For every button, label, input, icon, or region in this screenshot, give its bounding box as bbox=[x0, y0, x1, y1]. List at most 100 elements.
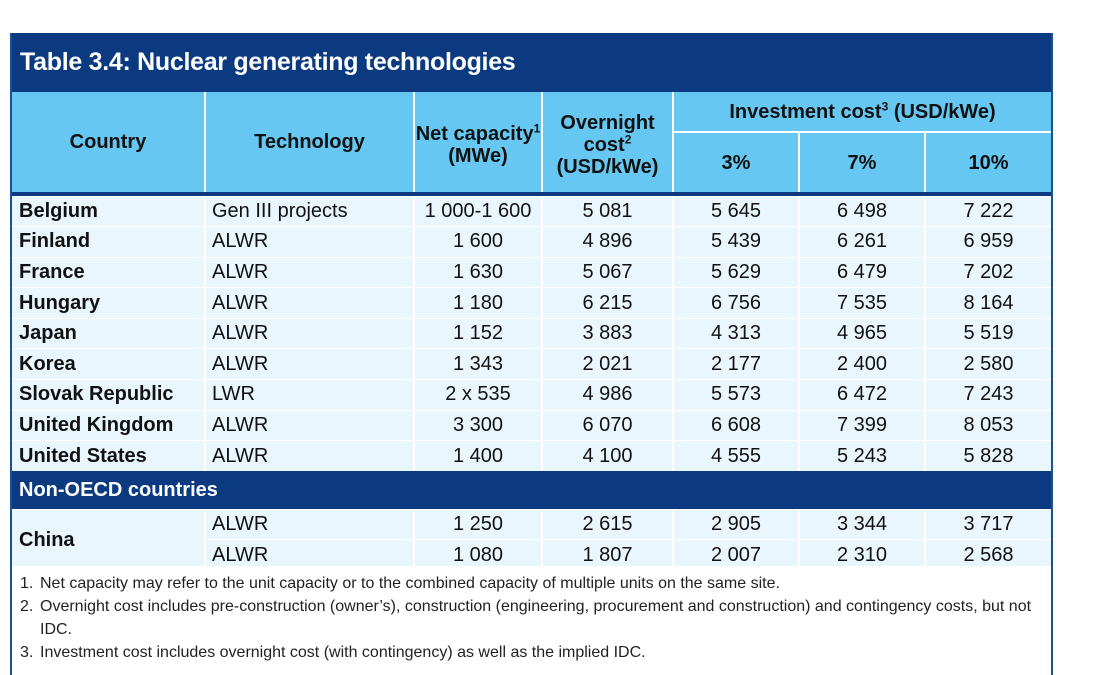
investment-10-cell: 5 519 bbox=[925, 317, 1051, 349]
overnight-cost-cell: 2 615 bbox=[542, 508, 674, 540]
overnight-cost-cell: 2 021 bbox=[542, 348, 674, 380]
investment-7-cell: 2 310 bbox=[799, 539, 926, 571]
country-cell: United States bbox=[12, 440, 206, 472]
technology-cell: ALWR bbox=[205, 539, 415, 571]
technology-cell: ALWR bbox=[205, 348, 415, 380]
table-row: Hungary ALWR 1 180 6 215 6 756 7 535 8 1… bbox=[12, 287, 1051, 319]
investment-7-cell: 6 479 bbox=[799, 256, 926, 288]
footnote-number: 1. bbox=[20, 575, 34, 592]
investment-7-cell: 2 400 bbox=[799, 348, 926, 380]
investment-3-cell: 5 629 bbox=[673, 256, 800, 288]
country-cell: Slovak Republic bbox=[12, 379, 206, 411]
technology-cell: ALWR bbox=[205, 440, 415, 472]
table-row: United States ALWR 1 400 4 100 4 555 5 2… bbox=[12, 440, 1051, 472]
overnight-cost-cell: 3 883 bbox=[542, 317, 674, 349]
overnight-cost-unit: (USD/kWe) bbox=[556, 156, 659, 178]
country-cell: Finland bbox=[12, 226, 206, 258]
investment-10-cell: 7 202 bbox=[925, 256, 1051, 288]
capacity-cell: 2 x 535 bbox=[414, 379, 543, 411]
investment-7-cell: 4 965 bbox=[799, 317, 926, 349]
technology-cell: Gen III projects bbox=[205, 195, 415, 227]
table-row: ALWR 1 080 1 807 2 007 2 310 2 568 bbox=[12, 539, 1051, 571]
table-row: Slovak Republic LWR 2 x 535 4 986 5 573 … bbox=[12, 379, 1051, 411]
investment-3-cell: 6 756 bbox=[673, 287, 800, 319]
overnight-cost-footnote-mark: 2 bbox=[624, 132, 632, 147]
investment-3-cell: 2 007 bbox=[673, 539, 800, 571]
investment-10-cell: 3 717 bbox=[925, 508, 1051, 540]
table-row: China ALWR 1 250 2 615 2 905 3 344 3 717 bbox=[12, 508, 1051, 571]
overnight-cost-cell: 4 100 bbox=[542, 440, 674, 472]
footnote-number: 2. bbox=[20, 598, 34, 615]
investment-10-cell: 8 164 bbox=[925, 287, 1051, 319]
investment-3-cell: 2 905 bbox=[673, 508, 800, 540]
investment-3-cell: 4 313 bbox=[673, 317, 800, 349]
investment-cost-label: Investment cost bbox=[729, 100, 882, 123]
header-rate-3: 3% bbox=[673, 131, 800, 192]
footnotes: 1. Net capacity may refer to the unit ca… bbox=[12, 566, 1051, 675]
footnote: 2. Overnight cost includes pre-construct… bbox=[20, 595, 1043, 641]
capacity-cell: 1 630 bbox=[414, 256, 543, 288]
footnote-text: Net capacity may refer to the unit capac… bbox=[40, 575, 780, 592]
capacity-cell: 1 250 bbox=[414, 508, 543, 540]
overnight-cost-label: Overnight cost bbox=[560, 112, 655, 156]
investment-3-cell: 5 439 bbox=[673, 226, 800, 258]
header-net-capacity: Net capacity1 (MWe) bbox=[414, 92, 543, 192]
header-investment-cost: Investment cost3 (USD/kWe) bbox=[673, 92, 1051, 132]
table-row: Finland ALWR 1 600 4 896 5 439 6 261 6 9… bbox=[12, 226, 1051, 258]
country-cell: China bbox=[12, 508, 206, 571]
investment-7-cell: 6 498 bbox=[799, 195, 926, 227]
capacity-cell: 1 152 bbox=[414, 317, 543, 349]
footnote-text: Investment cost includes overnight cost … bbox=[40, 644, 646, 661]
net-capacity-label: Net capacity bbox=[415, 123, 534, 145]
investment-10-cell: 2 568 bbox=[925, 539, 1051, 571]
header-rate-10: 10% bbox=[925, 131, 1051, 192]
technology-cell: ALWR bbox=[205, 287, 415, 319]
investment-3-cell: 4 555 bbox=[673, 440, 800, 472]
investment-7-cell: 6 261 bbox=[799, 226, 926, 258]
investment-7-cell: 6 472 bbox=[799, 379, 926, 411]
country-cell: Japan bbox=[12, 317, 206, 349]
overnight-cost-cell: 5 081 bbox=[542, 195, 674, 227]
table-row: United Kingdom ALWR 3 300 6 070 6 608 7 … bbox=[12, 409, 1051, 441]
table-row: Belgium Gen III projects 1 000-1 600 5 0… bbox=[12, 195, 1051, 227]
investment-7-cell: 3 344 bbox=[799, 508, 926, 540]
footnote: 3. Investment cost includes overnight co… bbox=[20, 641, 1043, 664]
country-cell: Korea bbox=[12, 348, 206, 380]
capacity-cell: 3 300 bbox=[414, 409, 543, 441]
investment-10-cell: 2 580 bbox=[925, 348, 1051, 380]
section-label: Non-OECD countries bbox=[12, 471, 1051, 510]
header-rule bbox=[12, 192, 1051, 196]
footnote-number: 3. bbox=[20, 644, 34, 661]
overnight-cost-cell: 4 986 bbox=[542, 379, 674, 411]
header-technology: Technology bbox=[205, 92, 415, 192]
investment-cost-footnote-mark: 3 bbox=[881, 98, 889, 113]
investment-10-cell: 5 828 bbox=[925, 440, 1051, 472]
technology-cell: ALWR bbox=[205, 226, 415, 258]
country-cell: Hungary bbox=[12, 287, 206, 319]
investment-10-cell: 7 243 bbox=[925, 379, 1051, 411]
investment-7-cell: 7 399 bbox=[799, 409, 926, 441]
technology-cell: ALWR bbox=[205, 256, 415, 288]
technology-cell: ALWR bbox=[205, 409, 415, 441]
capacity-cell: 1 000-1 600 bbox=[414, 195, 543, 227]
overnight-cost-cell: 1 807 bbox=[542, 539, 674, 571]
investment-10-cell: 7 222 bbox=[925, 195, 1051, 227]
footnote: 1. Net capacity may refer to the unit ca… bbox=[20, 572, 1043, 595]
investment-3-cell: 5 573 bbox=[673, 379, 800, 411]
overnight-cost-cell: 4 896 bbox=[542, 226, 674, 258]
table-row: Korea ALWR 1 343 2 021 2 177 2 400 2 580 bbox=[12, 348, 1051, 380]
header-overnight-cost: Overnight cost2 (USD/kWe) bbox=[542, 92, 674, 192]
country-cell: France bbox=[12, 256, 206, 288]
table-row: Japan ALWR 1 152 3 883 4 313 4 965 5 519 bbox=[12, 317, 1051, 349]
capacity-cell: 1 343 bbox=[414, 348, 543, 380]
overnight-cost-cell: 5 067 bbox=[542, 256, 674, 288]
investment-7-cell: 7 535 bbox=[799, 287, 926, 319]
investment-10-cell: 8 053 bbox=[925, 409, 1051, 441]
capacity-cell: 1 180 bbox=[414, 287, 543, 319]
investment-cost-unit: (USD/kWe) bbox=[888, 100, 996, 123]
footnote-text: Overnight cost includes pre-construction… bbox=[40, 598, 1032, 638]
nuclear-technologies-table: Country Technology Net capacity1 (MWe) Ov… bbox=[12, 92, 1051, 571]
overnight-cost-cell: 6 215 bbox=[542, 287, 674, 319]
investment-7-cell: 5 243 bbox=[799, 440, 926, 472]
capacity-cell: 1 600 bbox=[414, 226, 543, 258]
